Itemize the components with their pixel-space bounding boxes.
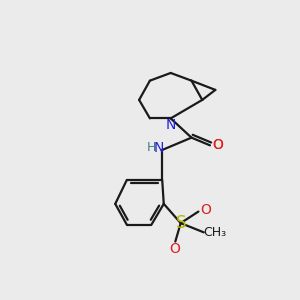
Text: N: N xyxy=(154,141,164,155)
Text: S: S xyxy=(176,214,186,232)
Text: CH₃: CH₃ xyxy=(203,226,226,239)
Text: O: O xyxy=(169,242,180,256)
Text: O: O xyxy=(212,138,223,152)
Text: O: O xyxy=(201,203,212,217)
Text: H: H xyxy=(147,141,156,154)
Text: O: O xyxy=(212,138,223,152)
Text: N: N xyxy=(166,118,176,131)
